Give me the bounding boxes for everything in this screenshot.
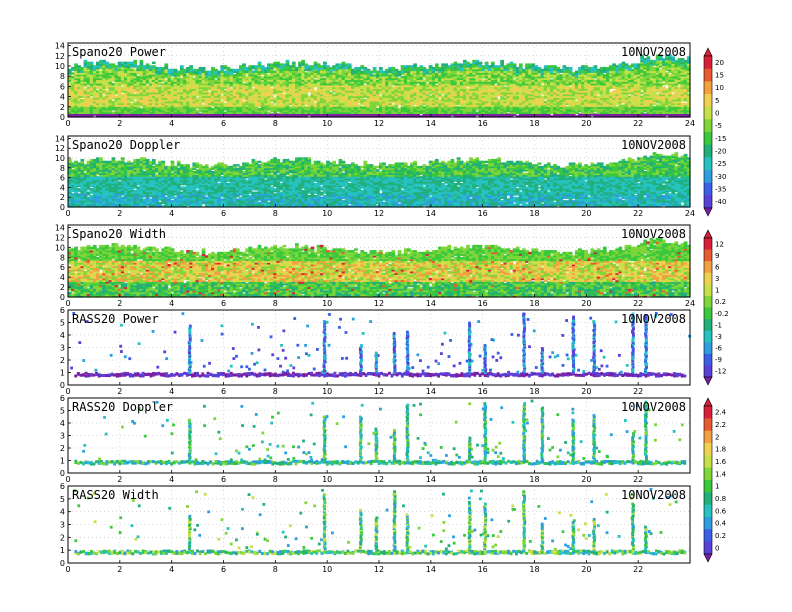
- heatmap-cell: [164, 63, 168, 65]
- heatmap-cell: [485, 62, 489, 64]
- heatmap-cell: [90, 62, 94, 64]
- heatmap-cell: [569, 67, 573, 69]
- heatmap-cell: [348, 63, 352, 65]
- heatmap-cell: [292, 62, 296, 64]
- heatmap-cell: [286, 60, 290, 62]
- heatmap-cell: [413, 63, 417, 65]
- heatmap-cell: [500, 60, 504, 62]
- heatmap-cell: [242, 63, 246, 65]
- heatmap-cell: [373, 67, 377, 69]
- heatmap-cell: [140, 60, 144, 62]
- heatmap-cell: [519, 63, 523, 65]
- heatmap-cell: [152, 62, 156, 64]
- heatmap-cell: [379, 67, 383, 69]
- heatmap-cell: [202, 67, 206, 69]
- heatmap-cell: [513, 63, 517, 65]
- heatmap-cell: [479, 62, 483, 64]
- heatmap-cell: [594, 65, 598, 67]
- heatmap-cell: [133, 60, 137, 62]
- heatmap-cell: [301, 60, 305, 62]
- heatmap-cell: [323, 62, 327, 64]
- heatmap-cell: [189, 65, 193, 67]
- heatmap-cell: [491, 62, 495, 64]
- heatmap-cell: [258, 62, 262, 64]
- heatmap-cell: [180, 65, 184, 67]
- heatmap-cell: [435, 63, 439, 65]
